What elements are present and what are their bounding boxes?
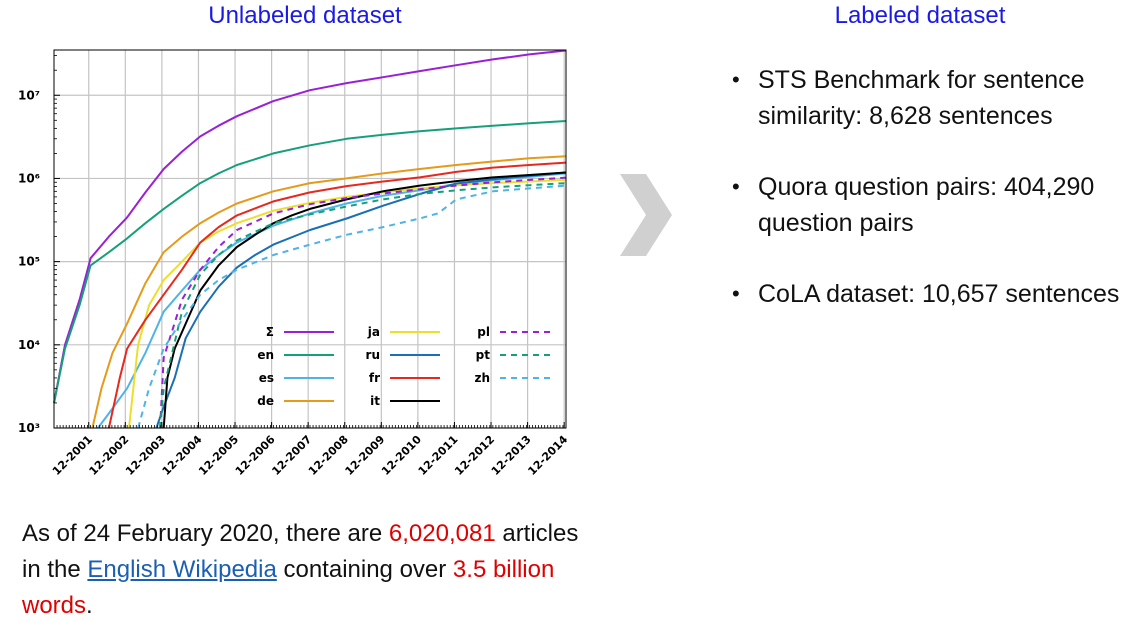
series-line-pt	[159, 182, 567, 429]
legend-label-it: it	[370, 394, 380, 408]
y-tick-label: 10⁵	[18, 255, 40, 269]
y-tick-label: 10⁶	[18, 171, 40, 185]
english-wikipedia-link[interactable]: English Wikipedia	[87, 556, 277, 583]
list-item: CoLA dataset: 10,657 sentences	[730, 276, 1125, 312]
labeled-dataset-heading: Labeled dataset	[834, 2, 1006, 29]
caption-text: .	[86, 592, 93, 619]
list-item: STS Benchmark for sentence similarity: 8…	[730, 62, 1125, 134]
legend-label-es: es	[259, 371, 274, 385]
series-line-ru	[155, 171, 567, 429]
y-tick-label: 10⁴	[18, 338, 40, 352]
legend-label-pl: pl	[477, 325, 490, 339]
series-line-es	[97, 172, 567, 429]
series-line-en	[53, 120, 567, 404]
wikipedia-caption: As of 24 February 2020, there are 6,020,…	[22, 516, 582, 624]
series-line-pl	[159, 176, 567, 429]
legend-label-ru: ru	[366, 348, 380, 362]
legend-label-Σ: Σ	[266, 325, 274, 339]
caption-text: containing over	[276, 556, 453, 583]
word-count: 3.5 billion words	[22, 556, 555, 619]
series-line-de	[91, 155, 567, 429]
series-line-Σ	[53, 49, 567, 404]
article-count: 6,020,081	[388, 520, 496, 547]
series-line-it	[162, 171, 567, 429]
legend-label-en: en	[257, 348, 274, 362]
legend-label-zh: zh	[474, 371, 490, 385]
legend-label-de: de	[257, 394, 274, 408]
legend-label-fr: fr	[369, 371, 380, 385]
y-tick-label: 10³	[18, 421, 40, 435]
list-item: Quora question pairs: 404,290 question p…	[730, 169, 1125, 241]
x-tick-label: 12-2014	[525, 433, 570, 478]
unlabeled-dataset-heading: Unlabeled dataset	[208, 2, 402, 29]
series-line-fr	[107, 161, 567, 429]
y-tick-label: 10⁷	[18, 88, 40, 102]
labeled-dataset-list: STS Benchmark for sentence similarity: 8…	[730, 62, 1125, 347]
legend-label-pt: pt	[476, 348, 491, 362]
series-line-ja	[128, 178, 567, 429]
legend-label-ja: ja	[367, 325, 380, 339]
caption-text: articles in the	[22, 520, 579, 583]
caption-text: As of 24 February 2020, there are	[22, 520, 389, 547]
chevron-right-icon	[620, 174, 672, 256]
